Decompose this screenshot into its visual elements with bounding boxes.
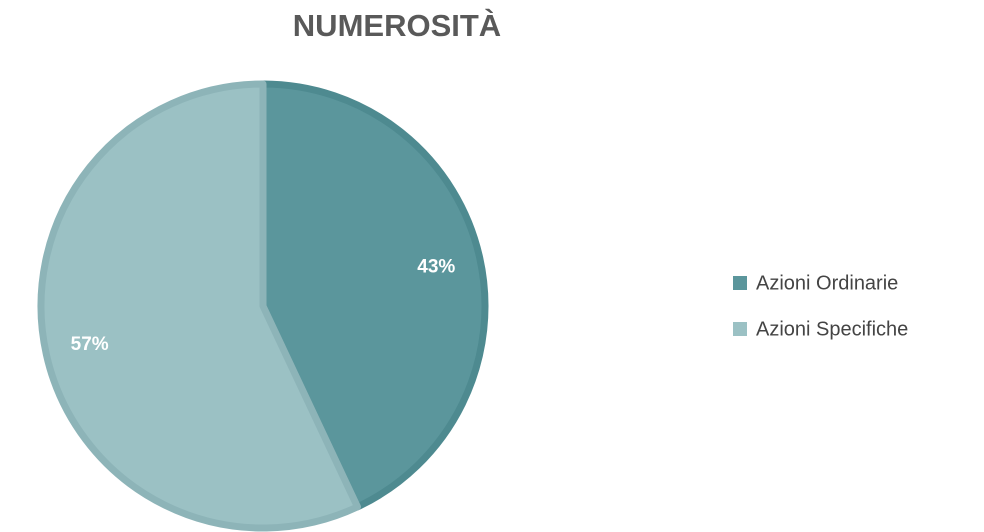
value-label: 57% [71,334,109,355]
chart-title: NUMEROSITÀ [293,8,501,43]
legend-swatch [733,276,747,290]
pie-slice [259,80,489,511]
legend-label: Azioni Ordinarie [756,272,898,294]
legend-label: Azioni Specifiche [756,318,908,340]
legend-swatch [733,322,747,336]
value-label: 43% [417,256,455,277]
pie-slice [37,80,362,532]
